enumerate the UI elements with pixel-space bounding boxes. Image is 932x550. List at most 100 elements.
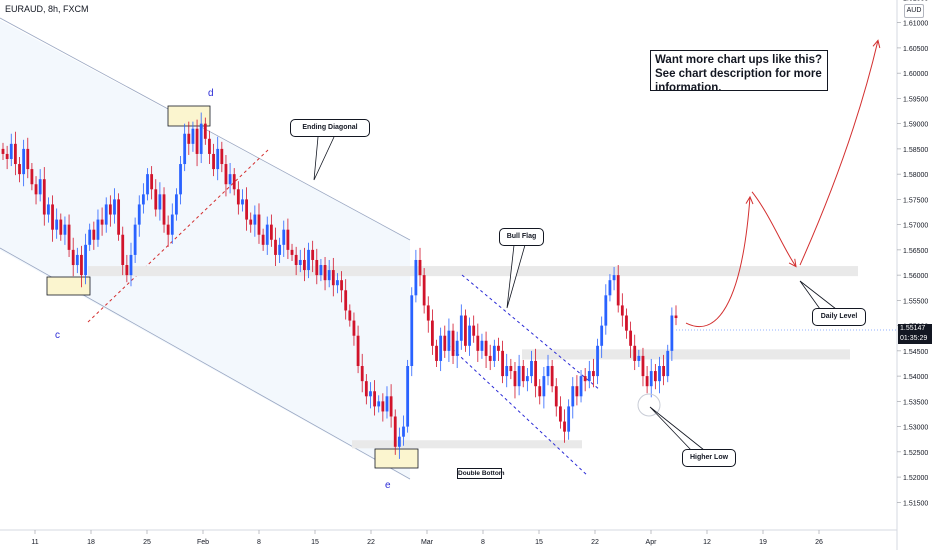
candle [315, 248, 319, 285]
candle-body [513, 371, 517, 387]
candle [84, 233, 87, 285]
candle [175, 188, 178, 221]
candle-body [464, 315, 467, 346]
candle [199, 112, 203, 164]
candle [195, 119, 199, 167]
candle-body [51, 204, 54, 230]
candle [612, 267, 616, 291]
time-tick-label: Mar [421, 539, 434, 546]
candle-body [220, 148, 224, 165]
candle [269, 214, 273, 247]
price-tick-label: 1.54500 [903, 349, 928, 356]
candle [125, 254, 129, 283]
price-axis: 1.61500 1.61000 1.60500 1.60000 1.59500 1.590… [897, 0, 928, 507]
candle-body [236, 189, 240, 205]
candle [348, 304, 352, 327]
candle-body [84, 244, 87, 276]
candle [575, 375, 579, 406]
candle-body [63, 224, 67, 235]
candle [596, 338, 599, 385]
candle-body [455, 340, 459, 356]
candle-body [249, 219, 253, 225]
candle-body [1, 148, 5, 154]
candle-body [488, 355, 492, 361]
candle-body [629, 330, 632, 346]
currency-badge[interactable]: AUD [904, 4, 924, 18]
candle [554, 378, 558, 417]
projection-arrowhead [745, 195, 754, 205]
candle [406, 359, 410, 433]
candle-body [121, 234, 125, 266]
candle [558, 396, 562, 429]
price-tick-label: 1.52500 [903, 450, 928, 457]
candle-body [245, 199, 249, 220]
time-tick-label: 8 [481, 539, 485, 546]
candle [162, 187, 166, 233]
candle-body [208, 138, 211, 154]
candle-body [534, 360, 538, 387]
candle-body [88, 229, 92, 245]
candle-body [406, 366, 410, 427]
candle [567, 399, 571, 440]
candle-body [377, 401, 381, 407]
price-tick-label: 1.58500 [903, 147, 928, 154]
candle-body [608, 280, 612, 296]
candle [18, 156, 21, 183]
candle-body [133, 224, 137, 255]
candle [146, 168, 149, 201]
candle-body [662, 366, 666, 377]
candle [208, 130, 211, 165]
candle-body [596, 345, 599, 377]
candle [492, 339, 496, 368]
candle-body [509, 366, 513, 372]
candle-body [356, 335, 360, 367]
candle-body [303, 259, 306, 271]
candle [241, 189, 244, 212]
promo-note-line-1: Want more chart ups like this? [655, 54, 822, 66]
ending-diagonal-callout-pointer [313, 136, 335, 181]
last-price-value: 1.55147 [900, 325, 926, 332]
candle-body [311, 249, 315, 260]
candle [633, 334, 637, 371]
candle [397, 427, 401, 459]
candle-body [430, 320, 434, 346]
promo-note-line-3: information. [655, 82, 722, 94]
time-axis: 11 18 25 Feb 8 15 22 Mar 8 15 22 Apr 12 19 26 [31, 530, 823, 546]
candle [340, 271, 343, 303]
candle [117, 193, 121, 241]
candle-body [113, 199, 116, 215]
candle-body [286, 229, 290, 250]
candle [637, 349, 641, 368]
candle [480, 333, 484, 359]
promo-note-line-2: See chart description for more [655, 68, 822, 80]
candle-body [658, 366, 661, 382]
candle-body [517, 366, 521, 387]
candle-body [476, 335, 480, 351]
candle [232, 168, 236, 196]
candle [13, 131, 17, 176]
candle [63, 216, 67, 245]
candle-body [253, 214, 257, 225]
candle-body [633, 345, 637, 361]
candle-body [55, 219, 59, 230]
candle [220, 141, 224, 173]
candle [472, 315, 476, 343]
candle-body [472, 325, 476, 336]
candle-body [26, 148, 30, 170]
candle-body [645, 376, 649, 387]
candle [212, 143, 215, 177]
higher-low-callout-pointer [649, 406, 705, 451]
candle-body [538, 386, 542, 397]
candle-body [393, 416, 397, 447]
candle-body [579, 376, 583, 397]
candle-body [352, 320, 356, 336]
candle-body [397, 436, 401, 447]
candle [509, 358, 513, 380]
candle-body [385, 396, 389, 412]
candle-body [468, 325, 471, 346]
candle-body [290, 249, 294, 255]
candle-body [492, 345, 496, 361]
candle-body [108, 204, 112, 215]
candle [282, 220, 286, 257]
candle [319, 258, 323, 282]
